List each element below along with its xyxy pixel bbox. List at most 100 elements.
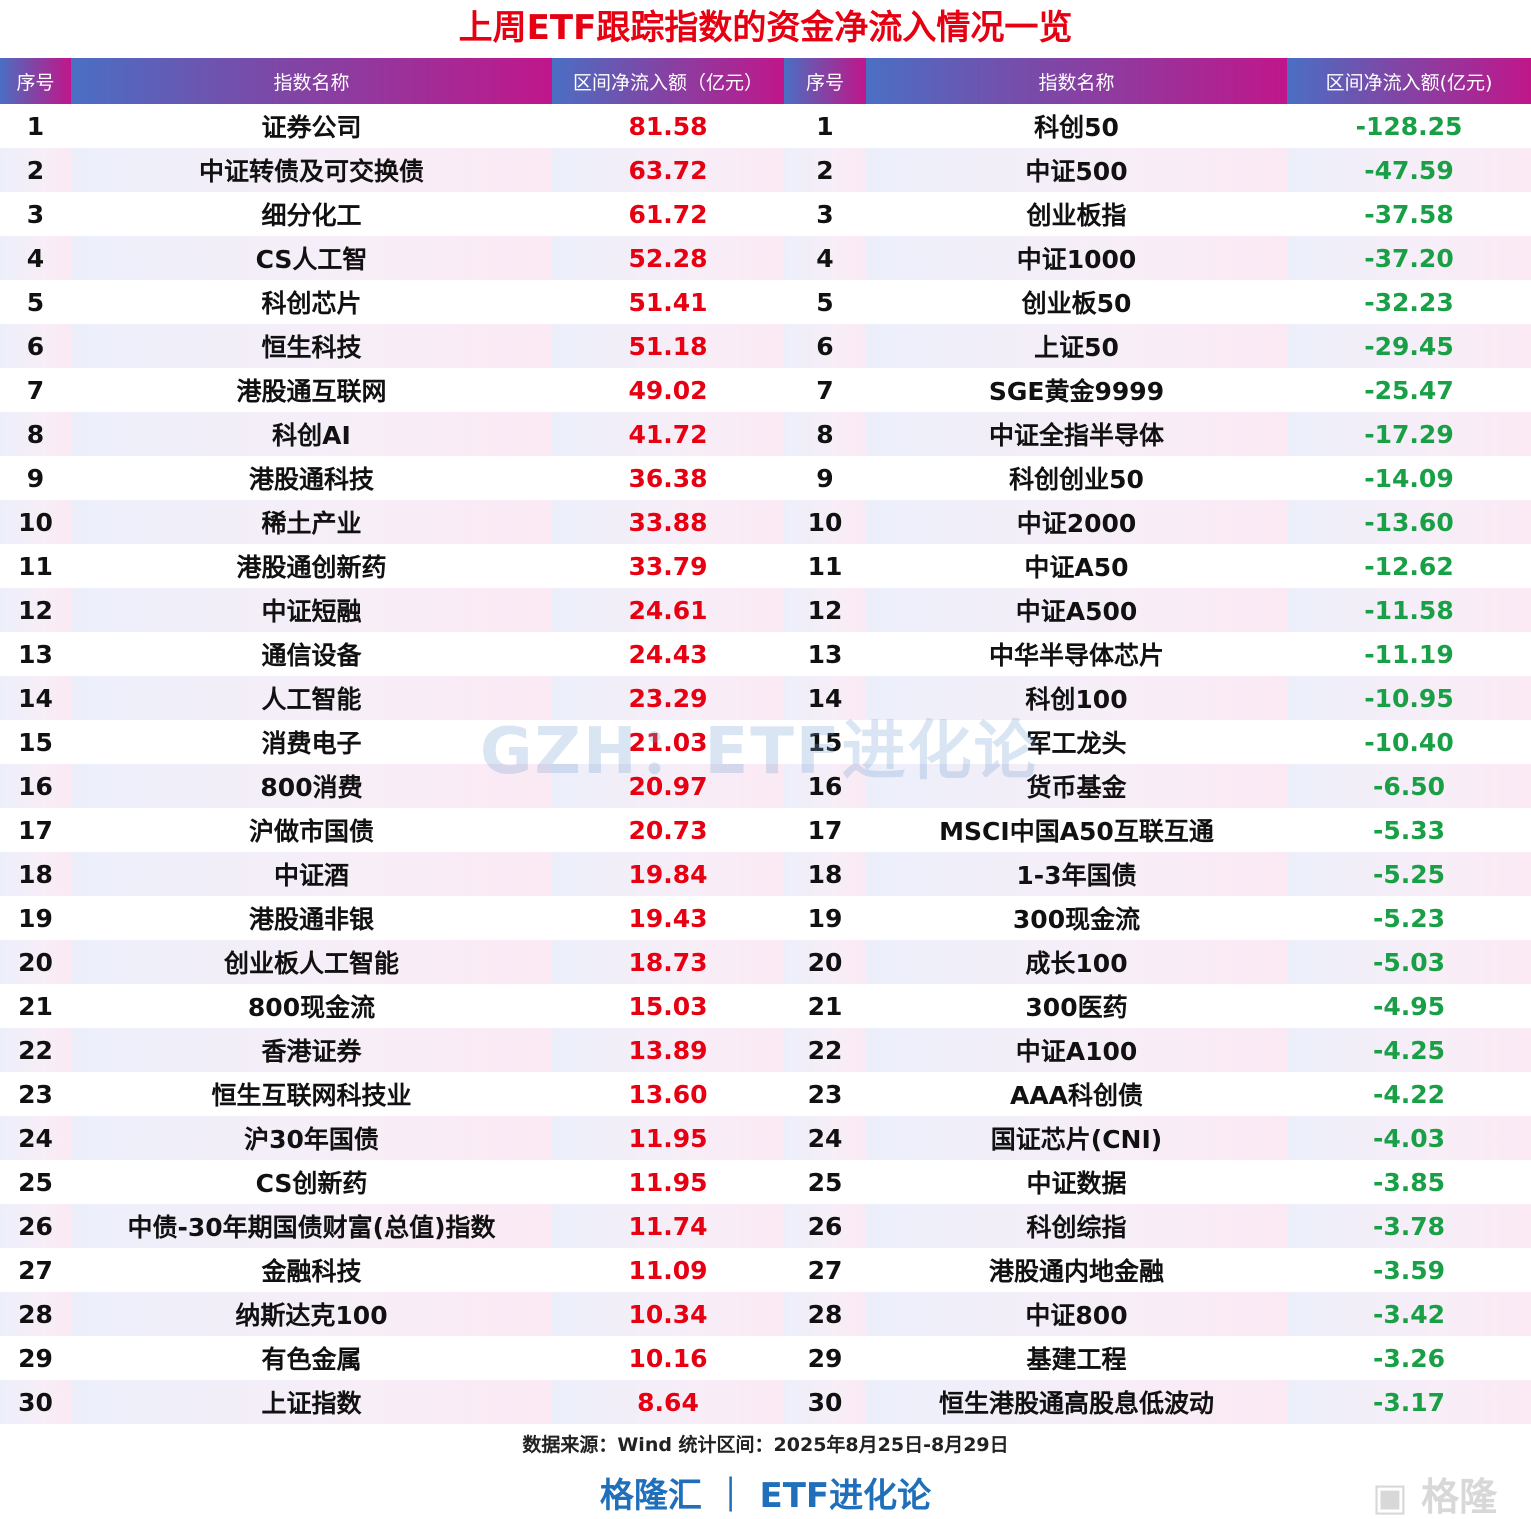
right-outflow-value: -10.40 — [1364, 727, 1454, 757]
left-index-name: 恒生科技 — [71, 324, 552, 368]
table-row: 11 港股通创新药 33.79 11 中证A50 -12.62 — [0, 544, 1531, 588]
left-index-name: 800现金流 — [247, 993, 376, 1022]
left-inflow-value: 8.64 — [552, 1380, 784, 1424]
table-row: 26 中债-30年期国债财富(总值)指数 11.74 26 科创综指 -3.78 — [0, 1204, 1531, 1248]
table-row: 7 港股通互联网 49.02 7 SGE黄金9999 -25.47 — [0, 368, 1531, 412]
table-row: 27 金融科技 11.09 27 港股通内地金融 -3.59 — [0, 1248, 1531, 1292]
right-index-name: 恒生港股通高股息低波动 — [866, 1380, 1287, 1424]
left-inflow-value: 13.89 — [552, 1028, 784, 1072]
right-outflow-value: -4.22 — [1372, 1079, 1446, 1109]
page-title: 上周ETF跟踪指数的资金净流入情况一览 — [458, 8, 1073, 48]
left-inflow-value: 20.97 — [552, 764, 784, 808]
right-index-name: 中证数据 — [1026, 1169, 1127, 1198]
table-row: 1 证券公司 81.58 1 科创50 -128.25 — [0, 104, 1531, 148]
left-inflow-value: 81.58 — [628, 111, 708, 141]
left-seq: 28 — [0, 1292, 71, 1336]
right-seq: 23 — [807, 1079, 843, 1109]
right-outflow-value: -3.85 — [1372, 1167, 1446, 1197]
right-seq: 7 — [816, 375, 834, 405]
right-seq: 9 — [816, 463, 834, 493]
left-inflow-value: 21.03 — [628, 727, 708, 757]
left-index-name: CS人工智 — [71, 236, 552, 280]
header-left-value: 区间净流入额（亿元） — [552, 58, 784, 104]
left-inflow-value: 10.16 — [628, 1343, 708, 1373]
right-index-name: 成长100 — [866, 940, 1287, 984]
right-outflow-value: -4.95 — [1372, 991, 1446, 1021]
left-inflow-value: 10.34 — [552, 1292, 784, 1336]
right-seq: 21 — [807, 991, 843, 1021]
data-source-note: 数据来源：Wind 统计区间：2025年8月25日-8月29日 — [522, 1434, 1009, 1456]
right-outflow-value: -10.95 — [1287, 676, 1531, 720]
table-row: 6 恒生科技 51.18 6 上证50 -29.45 — [0, 324, 1531, 368]
left-seq: 13 — [18, 639, 53, 669]
left-index-name: 金融科技 — [261, 1257, 362, 1286]
right-outflow-value: -3.59 — [1372, 1255, 1446, 1285]
right-outflow-value: -11.58 — [1287, 588, 1531, 632]
left-seq: 7 — [26, 375, 45, 405]
left-index-name: 科创芯片 — [261, 289, 362, 318]
table-row: 13 通信设备 24.43 13 中华半导体芯片 -11.19 — [0, 632, 1531, 676]
table-row: 9 港股通科技 36.38 9 科创创业50 -14.09 — [0, 456, 1531, 500]
right-index-name: 基建工程 — [1026, 1345, 1127, 1374]
left-index-name: 香港证券 — [71, 1028, 552, 1072]
table-row: 28 纳斯达克100 10.34 28 中证800 -3.42 — [0, 1292, 1531, 1336]
left-index-name: 中证酒 — [71, 852, 552, 896]
right-index-name: 创业板指 — [1026, 201, 1127, 230]
left-index-name: 科创AI — [71, 412, 552, 456]
table-row: 3 细分化工 61.72 3 创业板指 -37.58 — [0, 192, 1531, 236]
left-index-name: 有色金属 — [261, 1345, 362, 1374]
left-index-name: 通信设备 — [261, 641, 362, 670]
right-index-name: 中证1000 — [866, 236, 1287, 280]
right-outflow-value: -37.20 — [1287, 236, 1531, 280]
left-seq: 12 — [0, 588, 71, 632]
right-outflow-value: -3.42 — [1287, 1292, 1531, 1336]
left-inflow-value: 51.18 — [552, 324, 784, 368]
left-seq: 21 — [18, 991, 53, 1021]
left-index-name: 稀土产业 — [71, 500, 552, 544]
right-index-name: 300现金流 — [1012, 905, 1141, 934]
left-index-name: 恒生互联网科技业 — [211, 1081, 412, 1110]
left-seq: 25 — [18, 1167, 53, 1197]
right-seq: 29 — [807, 1343, 843, 1373]
right-outflow-value: -6.50 — [1287, 764, 1531, 808]
table-row: 19 港股通非银 19.43 19 300现金流 -5.23 — [0, 896, 1531, 940]
table-row: 25 CS创新药 11.95 25 中证数据 -3.85 — [0, 1160, 1531, 1204]
watermark: GZH：ETF进化论 — [480, 715, 1040, 789]
right-outflow-value: -5.33 — [1372, 815, 1446, 845]
left-inflow-value: 33.79 — [628, 551, 708, 581]
right-seq: 19 — [807, 903, 843, 933]
left-seq: 3 — [26, 199, 45, 229]
right-outflow-value: -5.03 — [1287, 940, 1531, 984]
table-row: 5 科创芯片 51.41 5 创业板50 -32.23 — [0, 280, 1531, 324]
left-inflow-value: 19.84 — [552, 852, 784, 896]
left-index-name: 港股通非银 — [248, 905, 374, 934]
table-row: 4 CS人工智 52.28 4 中证1000 -37.20 — [0, 236, 1531, 280]
right-outflow-value: -128.25 — [1355, 111, 1463, 141]
left-inflow-value: 11.95 — [628, 1167, 708, 1197]
left-inflow-value: 52.28 — [552, 236, 784, 280]
right-seq: 2 — [784, 148, 866, 192]
table-row: 22 香港证券 13.89 22 中证A100 -4.25 — [0, 1028, 1531, 1072]
left-seq: 14 — [0, 676, 71, 720]
left-seq: 24 — [0, 1116, 71, 1160]
left-index-name: 中债-30年期国债财富(总值)指数 — [71, 1204, 552, 1248]
right-outflow-value: -17.29 — [1287, 412, 1531, 456]
left-seq: 23 — [18, 1079, 53, 1109]
left-index-name: 证券公司 — [261, 113, 362, 142]
right-index-name: 上证50 — [866, 324, 1287, 368]
left-seq: 30 — [0, 1380, 71, 1424]
table-row: 21 800现金流 15.03 21 300医药 -4.95 — [0, 984, 1531, 1028]
left-seq: 15 — [18, 727, 53, 757]
left-inflow-value: 13.60 — [628, 1079, 708, 1109]
table-row: 8 科创AI 41.72 8 中证全指半导体 -17.29 — [0, 412, 1531, 456]
left-inflow-value: 11.95 — [552, 1116, 784, 1160]
right-index-name: 中证A100 — [866, 1028, 1287, 1072]
left-index-name: 上证指数 — [71, 1380, 552, 1424]
left-seq: 29 — [18, 1343, 53, 1373]
left-seq: 10 — [0, 500, 71, 544]
right-seq: 25 — [807, 1167, 843, 1197]
right-seq: 16 — [784, 764, 866, 808]
right-outflow-value: -37.58 — [1364, 199, 1454, 229]
header-left-seq: 序号 — [0, 58, 71, 104]
left-index-name: 创业板人工智能 — [71, 940, 552, 984]
